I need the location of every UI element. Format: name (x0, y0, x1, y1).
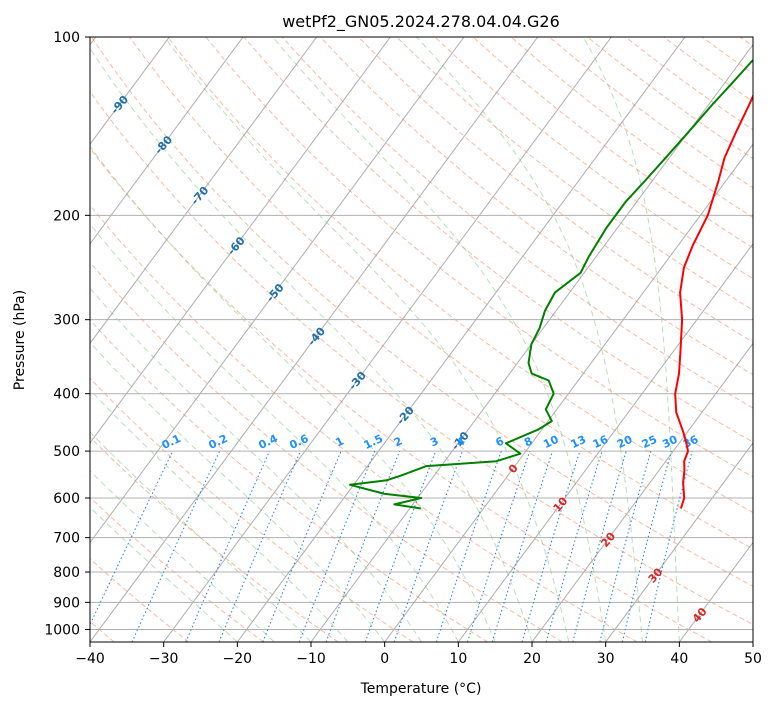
plot-frame (89, 36, 754, 643)
dry-adiabat (90, 558, 190, 642)
isotherm-line (605, 442, 753, 642)
mixing-ratio-line (545, 450, 603, 642)
mixing-ratio-label: 36 (681, 433, 701, 451)
data-series (349, 58, 753, 510)
x-tick-label: 50 (744, 651, 762, 667)
moist-adiabat (272, 37, 607, 642)
dry-adiabat (243, 37, 753, 443)
dry-adiabat (396, 37, 753, 311)
mixing-ratio-line (393, 450, 463, 642)
dry-adiabat (90, 261, 563, 642)
dry-adiabat (90, 319, 488, 642)
x-tick-label: 30 (597, 651, 615, 667)
mixing-ratio-line (599, 450, 652, 642)
y-tick-label: 600 (53, 491, 80, 507)
mixing-ratio-label: 16 (591, 433, 611, 451)
dewpoint-profile-line (349, 58, 753, 510)
isotherm-line (90, 37, 391, 444)
isotherm-line (457, 242, 753, 642)
dry-adiabat (90, 147, 712, 642)
axes-ticks: −40 −30 −20 −10 0 10 20 30 40 50 100 200 300 400 500 60… (44, 30, 762, 667)
y-tick-label: 1000 (44, 622, 80, 638)
x-tick-label: −40 (75, 651, 105, 667)
moist-adiabat (90, 287, 422, 642)
x-tick-label: −20 (223, 651, 253, 667)
x-tick-label: 0 (380, 651, 389, 667)
mixing-ratio-label: 20 (615, 433, 635, 451)
temperature-profile-line (674, 93, 753, 509)
mixing-ratio-label: 13 (569, 433, 588, 451)
moist-adiabat (90, 506, 238, 642)
y-tick-label: 900 (53, 595, 80, 611)
x-tick-label: −30 (149, 651, 179, 667)
moist-adiabat (582, 37, 680, 642)
isotherm-line (163, 37, 612, 642)
mixing-ratio-line (298, 450, 376, 642)
x-axis-label: Temperature (°C) (360, 681, 482, 697)
dry-adiabat (167, 37, 753, 514)
y-axis-label: Pressure (hPa) (12, 290, 28, 390)
moist-adiabat (90, 470, 275, 642)
mixing-ratio-label: 30 (660, 433, 680, 451)
mixing-ratio-line (491, 450, 553, 642)
mixing-ratio-line (572, 450, 627, 642)
mixing-ratio-line (435, 450, 502, 642)
isotherm-line (90, 37, 465, 544)
mixing-ratio-line (325, 450, 401, 642)
x-tick-label: −10 (296, 651, 326, 667)
y-tick-label: 100 (53, 30, 80, 46)
mixing-ratio-line (364, 450, 437, 642)
dry-adiabat (281, 37, 753, 409)
isotherm-line (90, 37, 318, 345)
isotherm-line (90, 37, 244, 245)
isotherm-line (384, 143, 753, 642)
moist-adiabat (164, 37, 570, 642)
y-tick-label: 700 (53, 531, 80, 547)
isotherm-line (90, 37, 170, 146)
mixing-ratio-line (185, 450, 271, 642)
x-tick-label: 10 (449, 651, 467, 667)
dry-adiabat (90, 204, 638, 642)
x-tick-label: 40 (670, 651, 688, 667)
mixing-ratio-line (218, 450, 301, 642)
y-tick-label: 200 (53, 208, 80, 224)
plot-area (90, 37, 753, 642)
mixing-ratio-line (621, 450, 672, 642)
chart-title: wetPf2_GN05.2024.278.04.04.G26 (282, 12, 560, 32)
x-tick-label: 20 (523, 651, 541, 667)
mixing-ratio-line (644, 450, 693, 642)
moist-adiabat (90, 47, 533, 642)
mixing-ratio-label: 25 (640, 433, 659, 451)
mixing-ratio-label: 10 (541, 433, 561, 451)
y-tick-label: 500 (53, 444, 80, 460)
moist-adiabat (90, 223, 459, 642)
moist-adiabat (416, 37, 643, 642)
isotherm-line (90, 37, 539, 642)
mixing-ratio-line (262, 450, 342, 642)
isotherm-line (531, 342, 753, 642)
dry-adiabat (90, 90, 753, 626)
y-tick-label: 800 (53, 565, 80, 581)
isotherm-line (236, 37, 686, 642)
mixing-ratio-line (521, 450, 581, 642)
y-tick-label: 400 (53, 387, 80, 403)
mixing-ratio-line (467, 450, 531, 642)
moist-adiabat (90, 341, 386, 642)
background-lines (90, 37, 753, 642)
moist-adiabat (90, 389, 349, 642)
y-tick-label: 300 (53, 313, 80, 329)
